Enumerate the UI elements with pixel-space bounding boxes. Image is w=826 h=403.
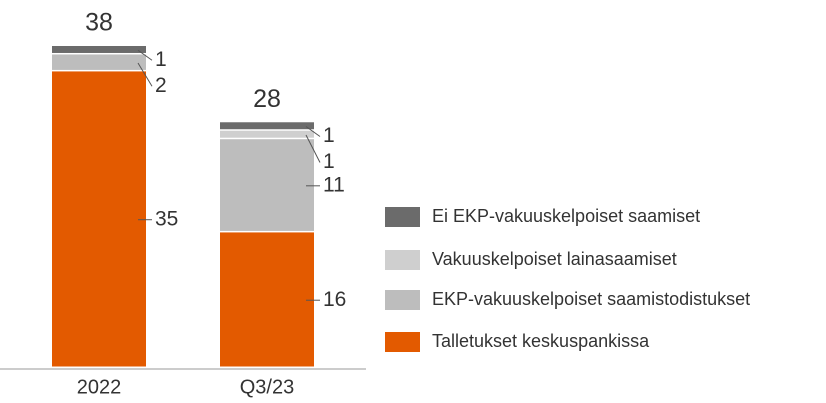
leader-line — [305, 134, 321, 163]
legend-label: Talletukset keskuspankissa — [432, 331, 650, 351]
data-label: 1 — [323, 124, 335, 147]
leader-line — [137, 49, 153, 61]
bar-segment — [220, 122, 314, 130]
total-label: 28 — [253, 85, 281, 113]
data-label: 35 — [155, 207, 178, 230]
legend-label: EKP-vakuuskelpoiset saamistodistukset — [432, 289, 750, 309]
x-tick-label: Q3/23 — [240, 376, 294, 398]
data-label: 1 — [323, 150, 335, 173]
legend-swatch — [385, 250, 420, 270]
legend-swatch — [385, 290, 420, 310]
bar-segment — [52, 54, 146, 70]
bar-segment — [220, 130, 314, 138]
data-label: 16 — [323, 288, 346, 311]
legend-swatch — [385, 207, 420, 227]
data-label: 2 — [155, 74, 167, 97]
total-label: 38 — [85, 9, 113, 37]
leader-line — [137, 62, 153, 87]
leader-line — [305, 126, 321, 137]
bar-segment — [220, 139, 314, 231]
data-label: 1 — [155, 48, 167, 71]
bar-segment — [52, 46, 146, 53]
legend-label: Vakuuskelpoiset lainasaamiset — [432, 249, 677, 269]
legend-label: Ei EKP-vakuuskelpoiset saamiset — [432, 206, 700, 226]
bar-segment — [220, 232, 314, 367]
data-label: 11 — [323, 173, 345, 196]
x-tick-label: 2022 — [77, 376, 122, 398]
bar-segment — [52, 71, 146, 367]
legend-swatch — [385, 332, 420, 352]
